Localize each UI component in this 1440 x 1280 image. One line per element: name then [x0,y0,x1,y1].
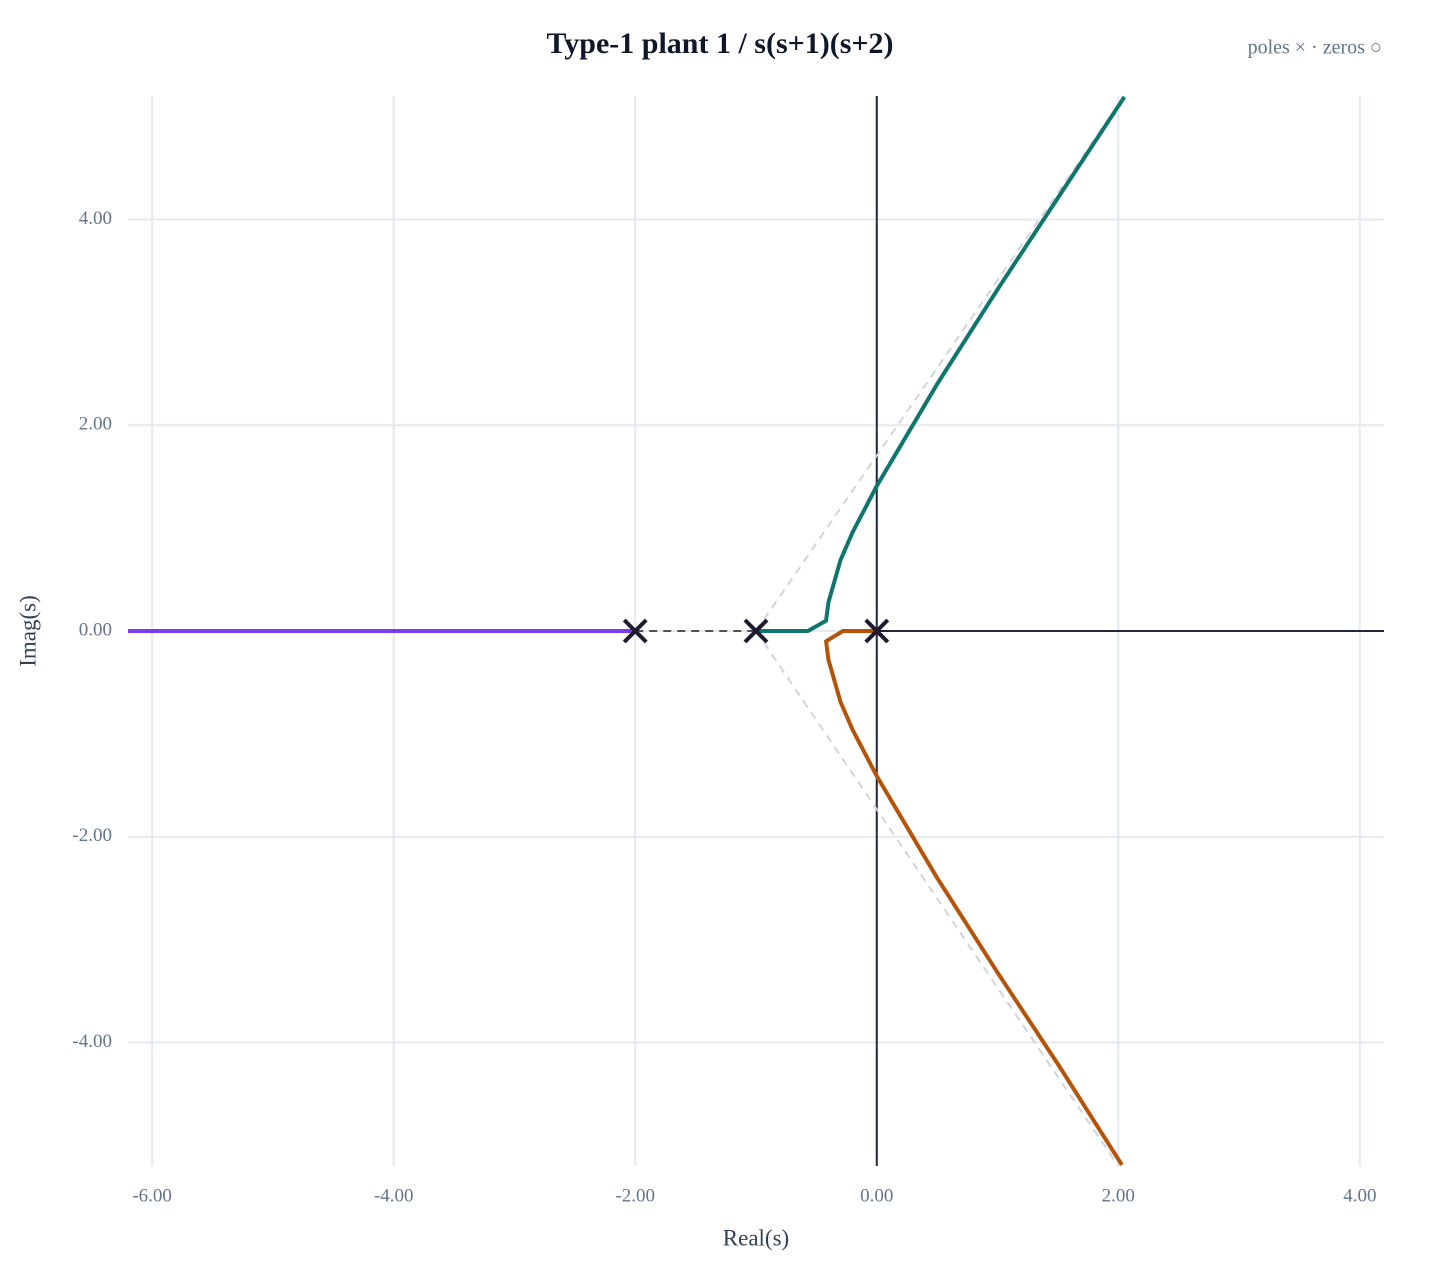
y-axis-title: Imag(s) [15,595,40,667]
asymptote [755,630,1120,1167]
x-tick-label: -4.00 [374,1185,414,1206]
pole-marker [743,618,769,644]
locus-branch [824,629,1124,1167]
x-tick-label: 4.00 [1343,1185,1376,1206]
x-tick-label: 2.00 [1102,1185,1135,1206]
x-tick-label: -6.00 [132,1185,172,1206]
annotation: poles × · zeros ○ [1248,37,1382,59]
asymptote [755,95,1126,632]
y-tick-label: 4.00 [79,208,112,229]
x-axis-title: Real(s) [723,1225,789,1250]
chart-title: Type-1 plant 1 / s(s+1)(s+2) [547,27,894,60]
y-tick-label: -2.00 [72,825,112,846]
x-tick-label: 0.00 [860,1185,893,1206]
locus-branch [756,95,1127,633]
y-tick-label: 0.00 [79,619,112,640]
x-tick-label: -2.00 [615,1185,655,1206]
y-tick-label: 2.00 [79,414,112,435]
pole-marker [864,618,890,644]
y-tick-label: -4.00 [72,1031,112,1052]
pole-marker [622,618,648,644]
